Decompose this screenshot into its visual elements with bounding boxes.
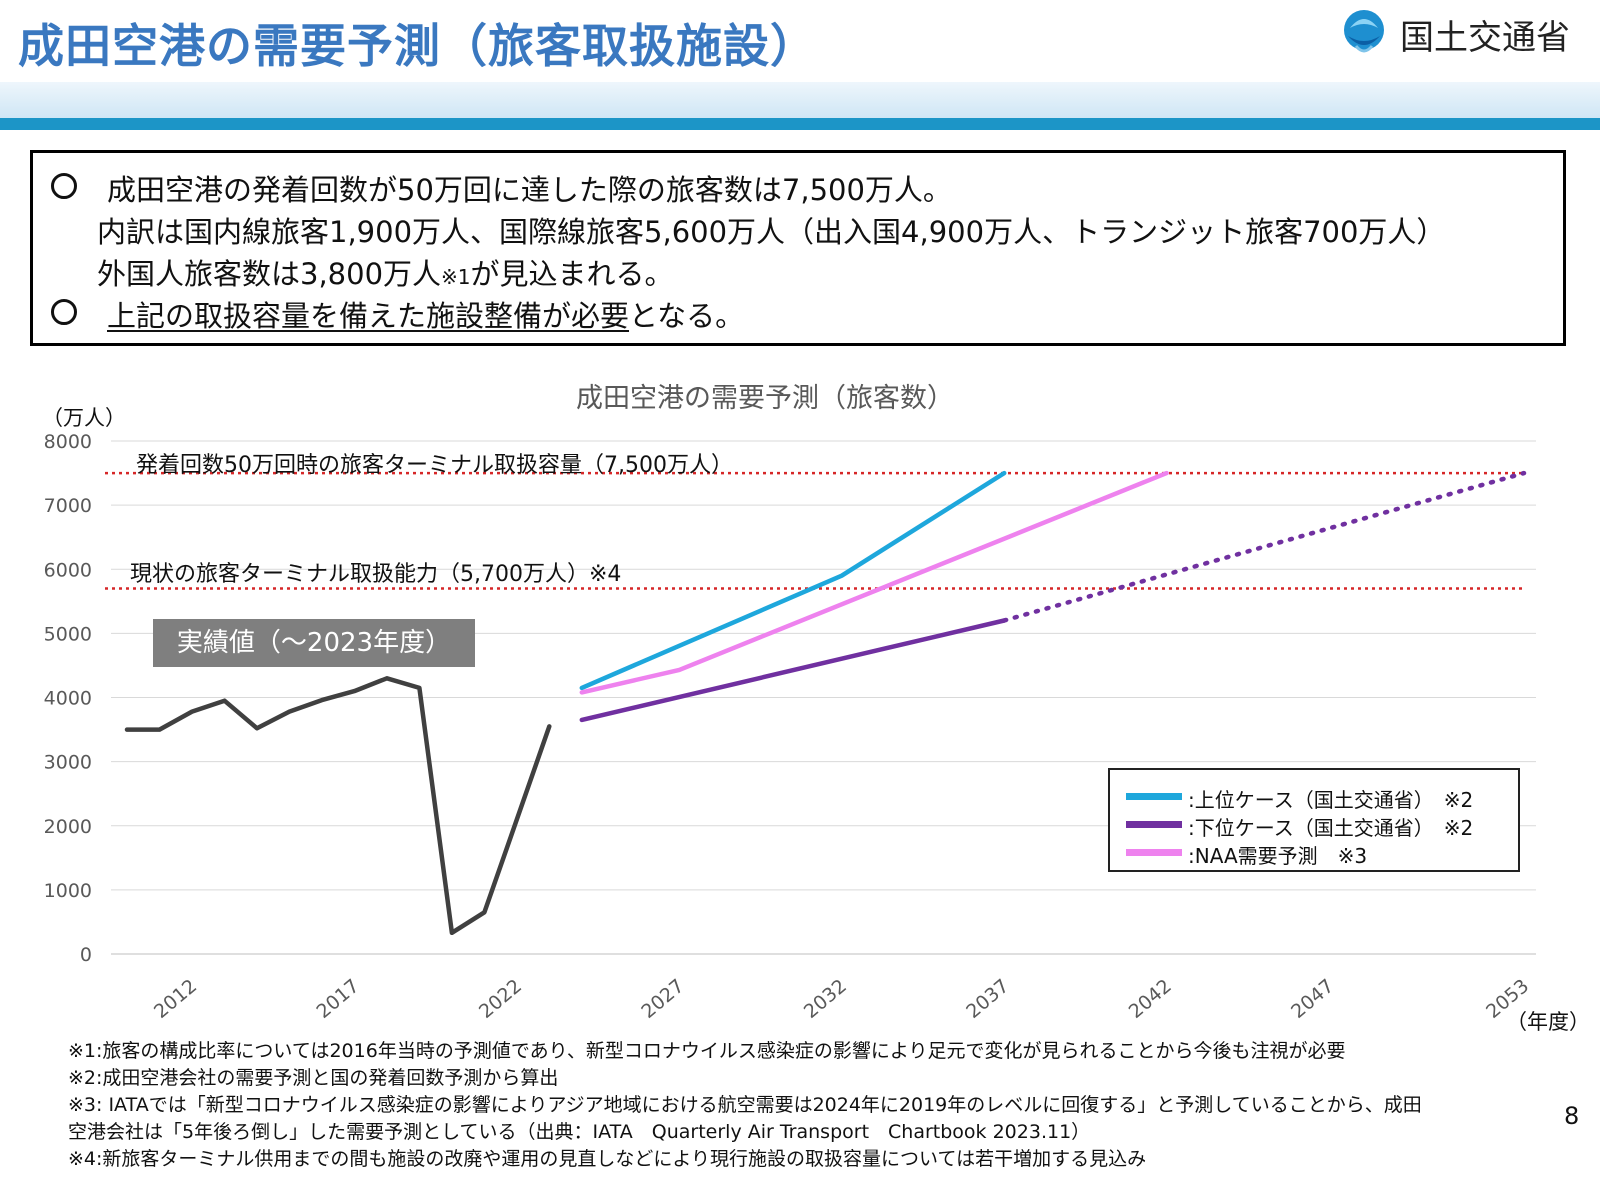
summary-box: 成田空港の発着回数が50万回に達した際の旅客数は7,500万人。 内訳は国内線旅…	[30, 150, 1566, 346]
page-title: 成田空港の需要予測（旅客取扱施設）	[18, 19, 817, 73]
x-tick-label: 2012	[150, 975, 201, 1023]
legend-label-naa: :NAA需要予測 ※3	[1188, 844, 1368, 868]
chart-legend: :上位ケース（国土交通省） ※2 :下位ケース（国土交通省） ※2 :NAA需要…	[1108, 768, 1520, 872]
series-line-naa	[579, 470, 1169, 695]
y-tick-label: 6000	[44, 559, 92, 581]
summary-line-4-underlined: 上記の取扱容量を備えた施設整備が必要	[107, 299, 630, 333]
bullet-circle-icon	[51, 299, 77, 325]
summary-line-1: 成田空港の発着回数が50万回に達した際の旅客数は7,500万人。	[107, 173, 952, 207]
capacity-7500-label: 発着回数50万回時の旅客ターミナル取扱容量（7,500万人）	[136, 453, 733, 478]
x-axis-unit: （年度）	[1506, 1010, 1590, 1034]
y-tick-label: 5000	[44, 623, 92, 645]
series-line-actual	[124, 676, 552, 936]
summary-line-4: 上記の取扱容量を備えた施設整備が必要となる。	[107, 293, 744, 335]
x-tick-label: 2053	[1482, 975, 1533, 1023]
x-tick-label: 2032	[800, 975, 851, 1023]
summary-line-2: 内訳は国内線旅客1,900万人、国際線旅客5,600万人（出入国4,900万人、…	[97, 215, 1446, 249]
x-tick-label: 2027	[637, 975, 688, 1023]
summary-line-3-end: が見込まれる。	[470, 257, 674, 291]
chart-title: 成田空港の需要予測（旅客数）	[576, 383, 954, 414]
summary-line-4-end: となる。	[629, 299, 745, 333]
x-tick-label: 2047	[1287, 975, 1338, 1023]
legend-swatch-naa	[1126, 849, 1182, 856]
footnote-4: ※4:新旅客ターミナル供用までの間も施設の改廃や運用の見直しなどにより現行施設の…	[68, 1148, 1147, 1170]
y-tick-label: 7000	[44, 495, 92, 517]
header-band-light	[0, 82, 1600, 118]
header-band-dark	[0, 118, 1600, 130]
series-line-lower_ext	[1001, 470, 1527, 623]
bullet-circle-icon	[51, 173, 77, 199]
capacity-5700-label: 現状の旅客ターミナル取扱能力（5,700万人）※4	[130, 562, 622, 587]
y-tick-label: 8000	[44, 431, 92, 453]
page-number: 8	[1564, 1102, 1580, 1130]
ministry-logo: 国土交通省	[1336, 6, 1600, 58]
x-tick-label: 2037	[962, 975, 1013, 1023]
x-tick-label: 2022	[475, 975, 526, 1023]
summary-line-3: 外国人旅客数は3,800万人※1が見込まれる。	[97, 251, 674, 293]
summary-line-3-main: 外国人旅客数は3,800万人	[97, 257, 442, 291]
y-tick-label: 0	[80, 944, 92, 966]
footnote-2: ※2:成田空港会社の需要予測と国の発着回数予測から算出	[68, 1067, 559, 1089]
x-tick-label: 2042	[1125, 975, 1176, 1023]
footnote-3b: 空港会社は「5年後ろ倒し」した需要予測としている（出典：IATA Quarter…	[68, 1121, 1091, 1143]
y-tick-label: 4000	[44, 688, 92, 710]
actual-period-label: 実績値（〜2023年度）	[153, 619, 475, 667]
y-tick-label: 1000	[44, 880, 92, 902]
mlit-emblem-icon	[1344, 10, 1384, 53]
legend-label-lower: :下位ケース（国土交通省） ※2	[1188, 816, 1474, 840]
legend-swatch-lower	[1126, 821, 1182, 828]
ministry-name: 国土交通省	[1400, 18, 1570, 58]
summary-note-ref: ※1	[441, 265, 471, 289]
legend-swatch-upper	[1126, 793, 1182, 800]
series-line-lower	[579, 618, 1007, 723]
x-tick-label: 2017	[312, 975, 363, 1023]
footnote-3a: ※3: IATAでは「新型コロナウイルス感染症の影響によりアジア地域における航空…	[68, 1094, 1422, 1116]
legend-label-upper: :上位ケース（国土交通省） ※2	[1188, 788, 1474, 812]
y-tick-label: 2000	[44, 816, 92, 838]
y-tick-label: 3000	[44, 752, 92, 774]
footnote-1: ※1:旅客の構成比率については2016年当時の予測値であり、新型コロナウイルス感…	[68, 1040, 1346, 1062]
y-axis-unit: （万人）	[42, 406, 126, 430]
